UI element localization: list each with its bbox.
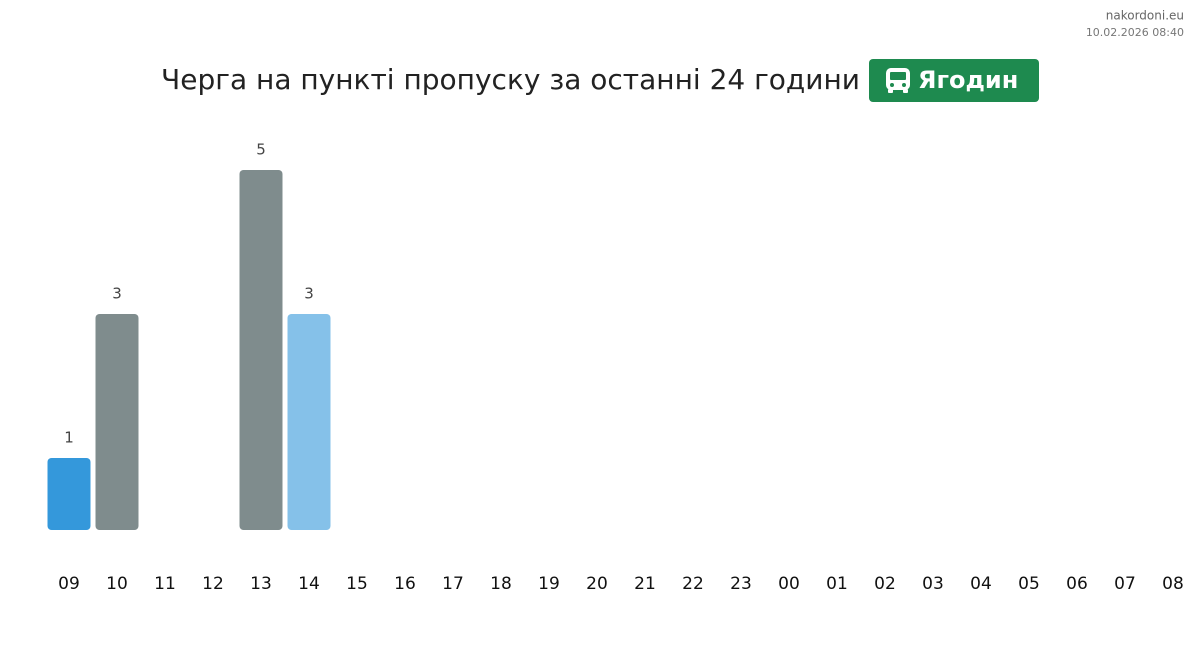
value-label: 1 (64, 429, 74, 447)
chart-title: Черга на пункті пропуску за останні 24 г… (161, 63, 860, 96)
x-tick-label: 14 (298, 574, 320, 594)
x-tick-label: 23 (730, 574, 752, 594)
x-tick-label: 13 (250, 574, 272, 594)
x-tick-label: 12 (202, 574, 224, 594)
badge (869, 59, 1039, 102)
x-tick-label: 16 (394, 574, 416, 594)
x-tick-label: 07 (1114, 574, 1136, 594)
x-tick-label: 01 (826, 574, 848, 594)
x-tick-label: 19 (538, 574, 560, 594)
timestamp: 10.02.2026 08:40 (1086, 26, 1184, 39)
x-tick-label: 11 (154, 574, 176, 594)
x-tick-label: 09 (58, 574, 80, 594)
x-tick-label: 20 (586, 574, 608, 594)
value-label: 3 (112, 285, 122, 303)
x-tick-label: 15 (346, 574, 368, 594)
x-tick-label: 21 (634, 574, 656, 594)
bar (95, 314, 139, 530)
bar (239, 170, 283, 530)
x-tick-label: 10 (106, 574, 128, 594)
site-name: nakordoni.eu (1106, 9, 1184, 23)
x-tick-label: 08 (1162, 574, 1184, 594)
x-tick-label: 04 (970, 574, 992, 594)
x-tick-label: 06 (1066, 574, 1088, 594)
badge-label: Ягодин (918, 66, 1018, 94)
value-label: 3 (304, 285, 314, 303)
x-tick-label: 05 (1018, 574, 1040, 594)
bar (287, 314, 331, 530)
x-tick-label: 03 (922, 574, 944, 594)
x-tick-label: 02 (874, 574, 896, 594)
bar (47, 458, 91, 530)
x-tick-label: 22 (682, 574, 704, 594)
x-tick-label: 00 (778, 574, 800, 594)
value-label: 5 (256, 141, 266, 159)
x-tick-label: 18 (490, 574, 512, 594)
x-tick-label: 17 (442, 574, 464, 594)
bus-icon (886, 68, 910, 93)
